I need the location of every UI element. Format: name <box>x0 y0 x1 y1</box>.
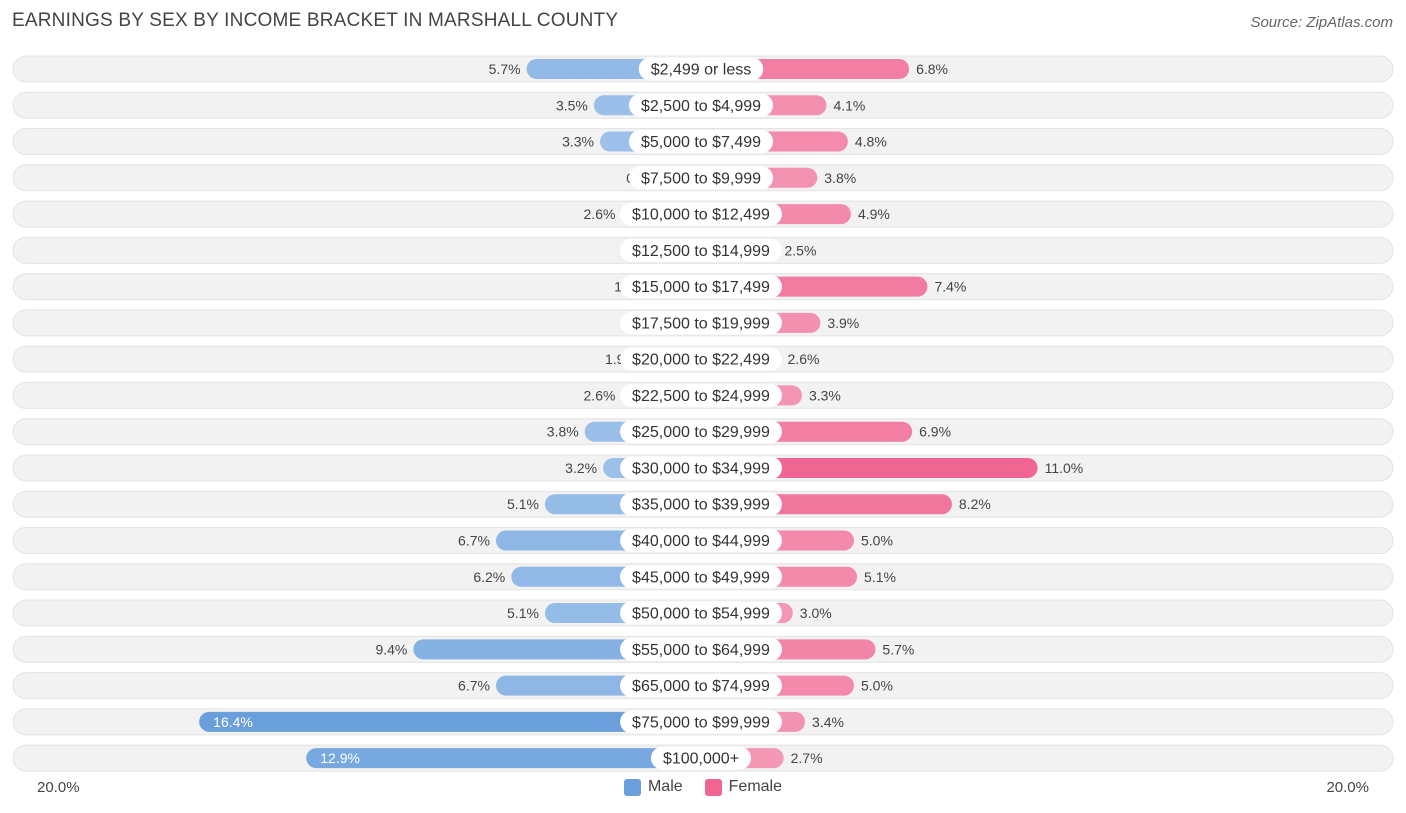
category-pill <box>620 710 782 734</box>
legend-item-female[interactable]: Female <box>704 778 783 796</box>
female-value-label: 2.6% <box>788 351 820 367</box>
category-pill <box>620 674 782 698</box>
category-label: $45,000 to $49,999 <box>632 569 770 586</box>
category-pill <box>620 529 782 553</box>
female-value-label: 3.8% <box>824 170 856 186</box>
female-value-label: 5.1% <box>864 569 896 585</box>
female-value-label: 11.0% <box>1045 460 1084 476</box>
category-label: $35,000 to $39,999 <box>632 497 770 514</box>
female-value-label: 4.1% <box>833 97 865 113</box>
female-value-label: 3.4% <box>812 714 844 730</box>
category-pill <box>620 238 782 262</box>
category-label: $15,000 to $17,499 <box>632 279 770 296</box>
female-value-label: 5.0% <box>861 533 893 549</box>
category-pill <box>620 311 782 335</box>
male-value-label: 6.7% <box>458 678 490 694</box>
male-value-label: 9.4% <box>375 641 407 657</box>
category-pill <box>620 565 782 589</box>
female-value-label: 4.8% <box>855 134 887 150</box>
male-value-label: 12.9% <box>320 750 360 766</box>
female-value-label: 2.7% <box>791 750 823 766</box>
axis-right-label: 20.0% <box>1326 779 1369 796</box>
legend-male-label: Male <box>647 778 683 795</box>
female-value-label: 5.0% <box>861 678 893 694</box>
category-pill <box>620 637 782 661</box>
female-value-label: 3.3% <box>809 387 841 403</box>
category-label: $12,500 to $14,999 <box>632 243 770 260</box>
category-label: $7,500 to $9,999 <box>641 170 761 187</box>
female-value-label: 6.9% <box>919 424 951 440</box>
legend-item-male[interactable]: Male <box>623 778 683 796</box>
axis-left-label: 20.0% <box>37 779 80 796</box>
male-value-label: 3.5% <box>556 97 588 113</box>
category-pill <box>638 57 764 81</box>
category-pill <box>628 166 774 190</box>
category-label: $10,000 to $12,499 <box>632 207 770 224</box>
category-pill <box>620 456 782 480</box>
male-value-label: 3.3% <box>562 134 594 150</box>
legend: Male Female <box>0 778 1406 796</box>
category-pill <box>620 601 782 625</box>
male-bar <box>199 711 711 732</box>
category-label: $50,000 to $54,999 <box>632 606 770 623</box>
male-value-label: 6.7% <box>458 533 490 549</box>
male-value-label: 2.6% <box>584 387 616 403</box>
category-pill <box>620 347 782 371</box>
category-pill <box>628 130 774 154</box>
source-label: Source: ZipAtlas.com <box>1250 14 1393 31</box>
category-label: $17,500 to $19,999 <box>632 315 770 332</box>
male-value-label: 6.2% <box>473 569 505 585</box>
male-bar <box>306 748 711 769</box>
female-value-label: 3.0% <box>800 605 832 621</box>
male-value-label: 2.6% <box>584 206 616 222</box>
category-label: $55,000 to $64,999 <box>632 642 770 659</box>
category-label: $100,000+ <box>663 751 739 768</box>
category-label: $40,000 to $44,999 <box>632 533 770 550</box>
category-label: $65,000 to $74,999 <box>632 678 770 695</box>
female-value-label: 2.5% <box>785 242 817 258</box>
category-pill <box>650 746 752 770</box>
female-value-label: 5.7% <box>882 641 914 657</box>
chart-title: EARNINGS BY SEX BY INCOME BRACKET IN MAR… <box>12 10 619 31</box>
female-value-label: 3.9% <box>827 315 859 331</box>
female-value-label: 7.4% <box>934 279 966 295</box>
category-label: $5,000 to $7,499 <box>641 134 761 151</box>
category-label: $22,500 to $24,999 <box>632 388 770 405</box>
category-pill <box>620 492 782 516</box>
category-pill <box>620 275 782 299</box>
legend-female-label: Female <box>728 778 783 795</box>
female-value-label: 6.8% <box>916 61 948 77</box>
category-label: $2,499 or less <box>651 62 752 79</box>
female-swatch-icon <box>704 778 722 796</box>
male-value-label: 3.2% <box>565 460 597 476</box>
category-label: $25,000 to $29,999 <box>632 424 770 441</box>
female-value-label: 8.2% <box>959 496 991 512</box>
male-value-label: 16.4% <box>213 714 253 730</box>
female-value-label: 4.9% <box>858 206 890 222</box>
category-pill <box>628 93 774 117</box>
male-value-label: 3.8% <box>547 424 579 440</box>
category-label: $75,000 to $99,999 <box>632 714 770 731</box>
category-pill <box>620 383 782 407</box>
category-label: $2,500 to $4,999 <box>641 98 761 115</box>
category-pill <box>620 420 782 444</box>
male-value-label: 5.1% <box>507 605 539 621</box>
male-value-label: 5.1% <box>507 496 539 512</box>
category-label: $30,000 to $34,999 <box>632 460 770 477</box>
male-swatch-icon <box>623 778 641 796</box>
category-label: $20,000 to $22,499 <box>632 352 770 369</box>
male-value-label: 5.7% <box>489 61 521 77</box>
category-pill <box>620 202 782 226</box>
